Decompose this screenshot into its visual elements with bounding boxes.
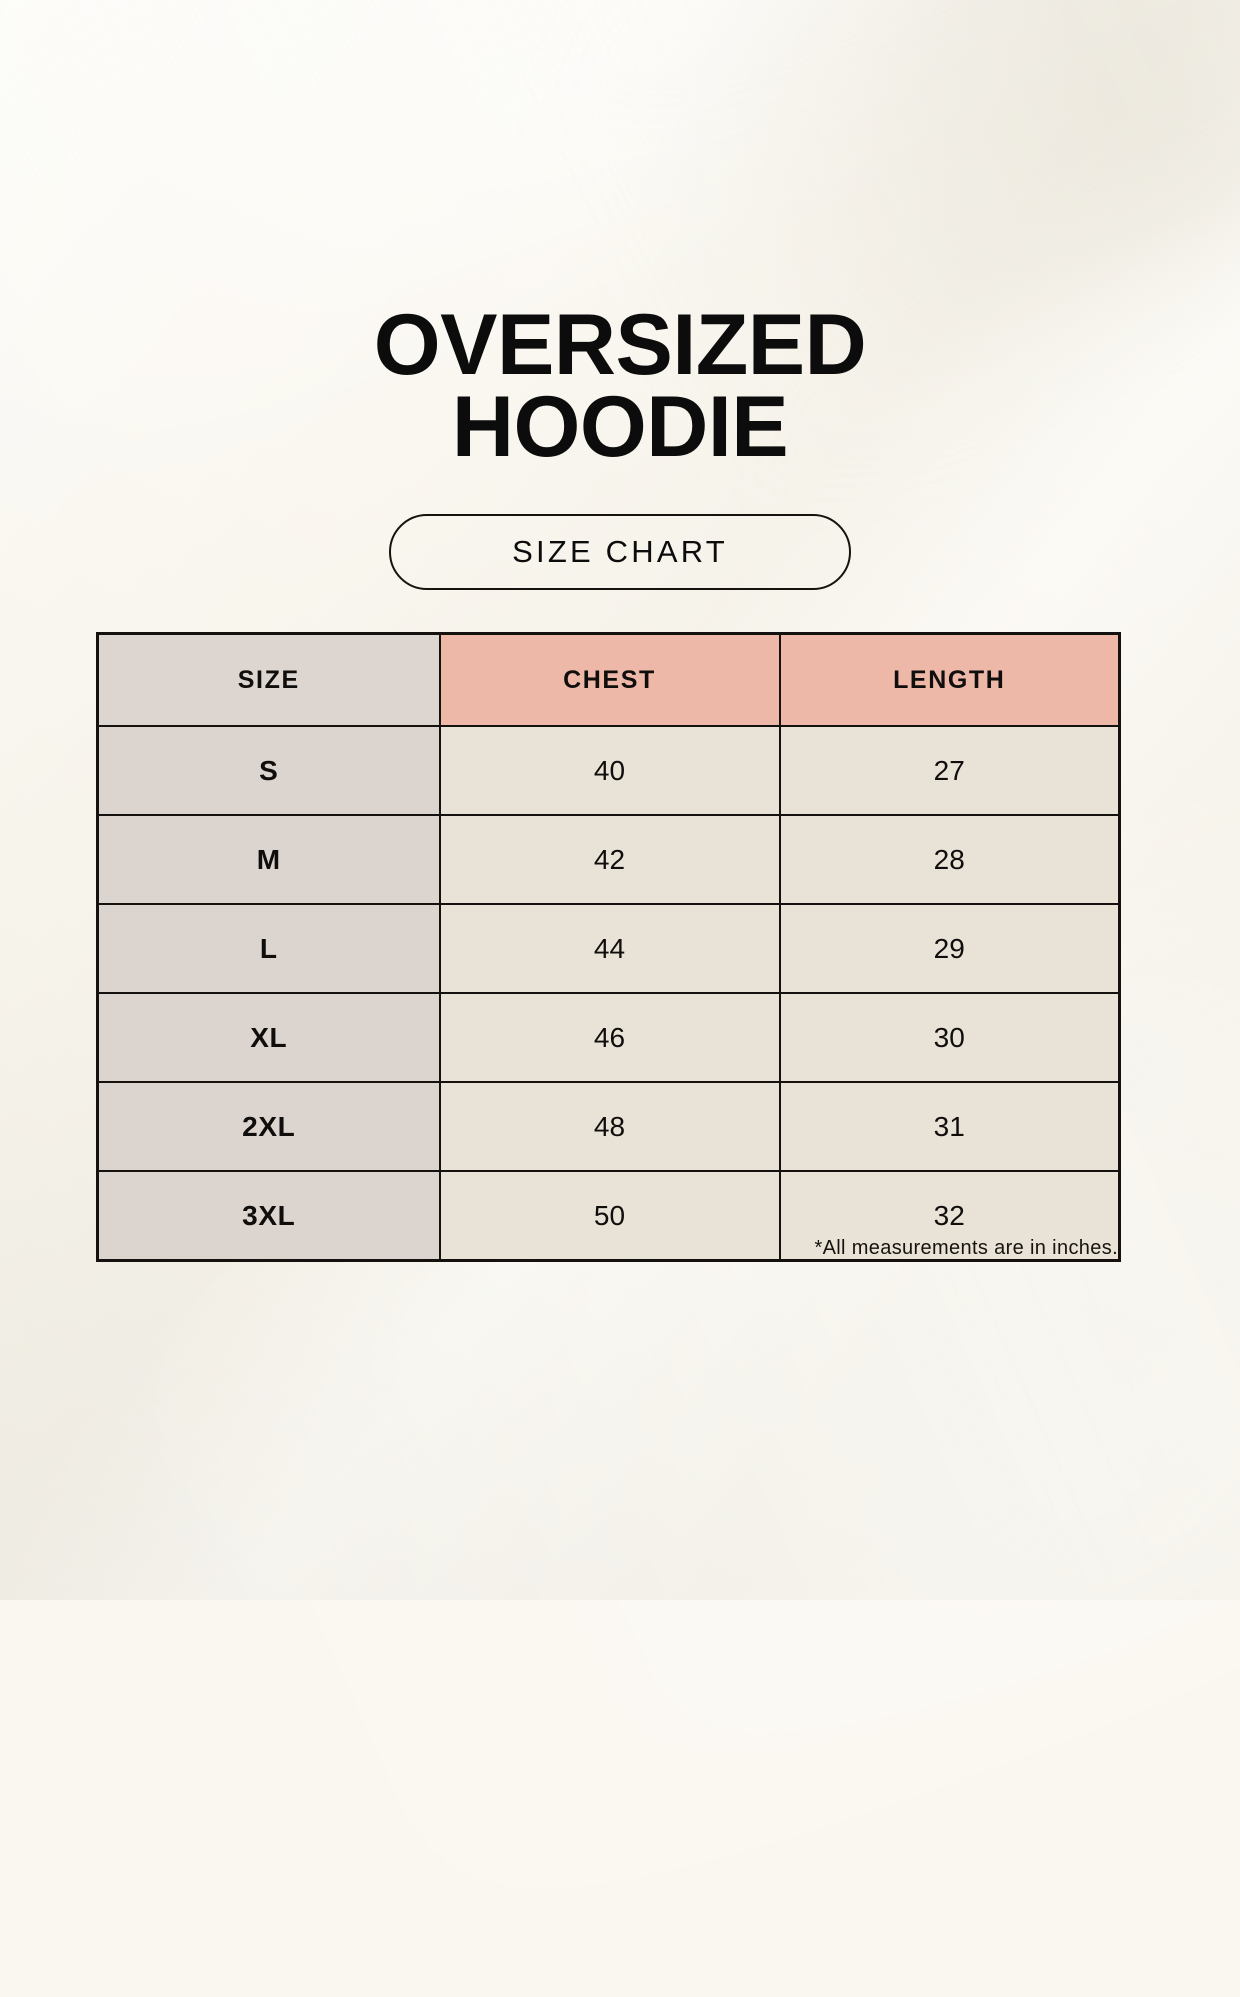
cell-chest: 42	[438, 814, 781, 905]
table-row: XL 46 30	[96, 992, 1121, 1083]
cell-size: 3XL	[96, 1170, 441, 1262]
page-title: OVERSIZED HOODIE	[373, 297, 867, 475]
column-header-size: SIZE	[96, 632, 441, 727]
column-header-length: LENGTH	[778, 632, 1121, 727]
cell-size: L	[96, 903, 441, 994]
table-body: S 40 27 M 42 28 L 44 29 XL 46 30	[96, 725, 1121, 1262]
cell-size: S	[96, 725, 441, 816]
cell-chest: 44	[438, 903, 781, 994]
cell-size: M	[96, 814, 441, 905]
size-table: SIZE CHEST LENGTH S 40 27 M 42 28 L	[96, 632, 1121, 1262]
cell-chest: 50	[438, 1170, 781, 1262]
column-header-chest: CHEST	[438, 632, 781, 727]
table-header-row: SIZE CHEST LENGTH	[96, 632, 1121, 727]
cell-length: 30	[778, 992, 1121, 1083]
cell-length: 31	[778, 1081, 1121, 1172]
size-table-container: SIZE CHEST LENGTH S 40 27 M 42 28 L	[96, 632, 1121, 1262]
cell-size: XL	[96, 992, 441, 1083]
cell-chest: 48	[438, 1081, 781, 1172]
cell-length: 27	[778, 725, 1121, 816]
cell-length: 29	[778, 903, 1121, 994]
table-row: S 40 27	[96, 725, 1121, 816]
cell-length: 32	[778, 1170, 1121, 1262]
table-row: L 44 29	[96, 903, 1121, 994]
cell-length: 28	[778, 814, 1121, 905]
size-chart-badge: SIZE CHART	[389, 514, 851, 590]
cell-chest: 46	[438, 992, 781, 1083]
table-row: 2XL 48 31	[96, 1081, 1121, 1172]
table-row: M 42 28	[96, 814, 1121, 905]
table-header: SIZE CHEST LENGTH	[96, 632, 1121, 727]
badge-container: SIZE CHART	[0, 514, 1240, 590]
cell-size: 2XL	[96, 1081, 441, 1172]
size-chart-poster: OVERSIZED HOODIE SIZE CHART SIZE CHEST L…	[0, 297, 1240, 1262]
cell-chest: 40	[438, 725, 781, 816]
measurement-units-note: *All measurements are in inches.	[814, 1237, 1118, 1259]
table-row: 3XL 50 32	[96, 1170, 1121, 1262]
